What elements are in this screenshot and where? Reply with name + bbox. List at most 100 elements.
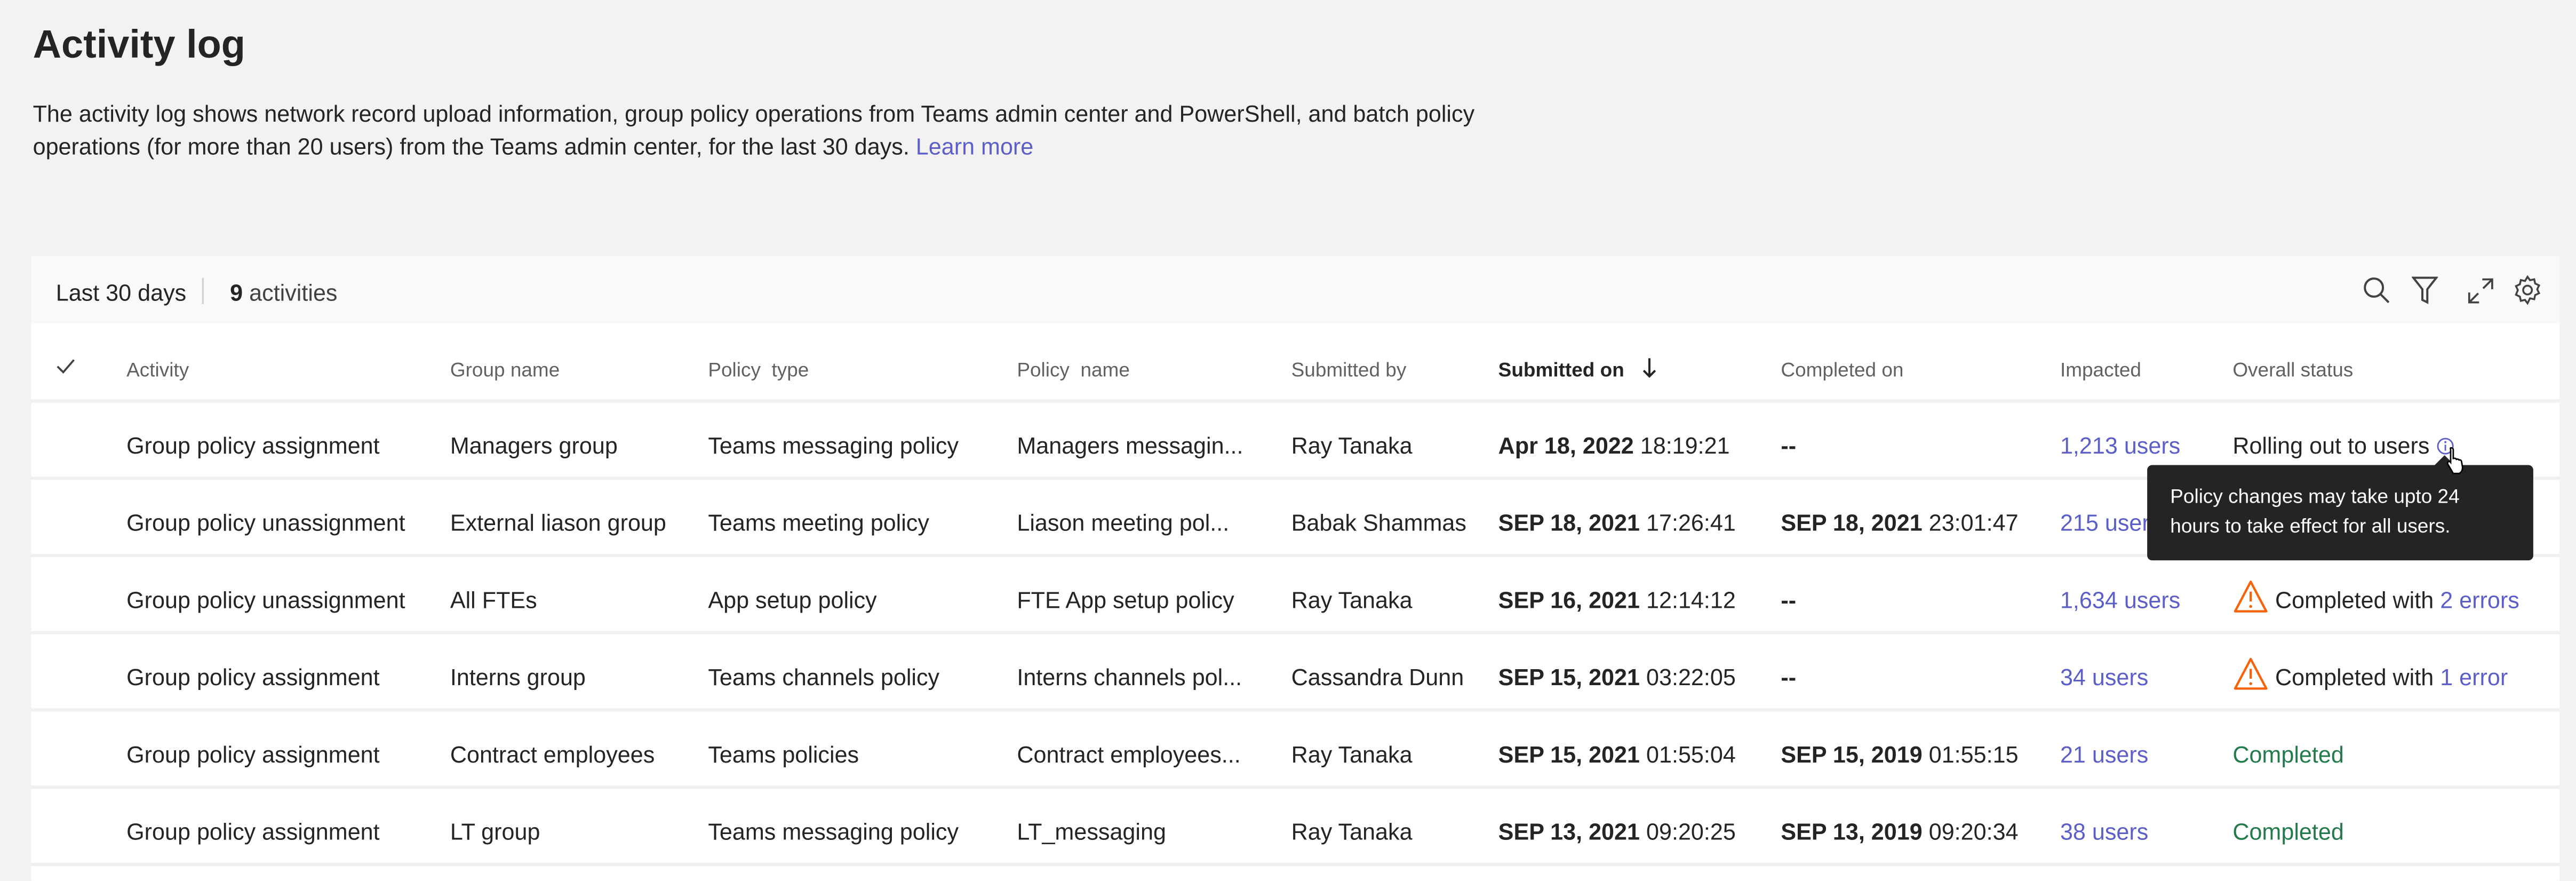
column-activity[interactable]: Activity — [126, 358, 189, 382]
cell-status: Completed — [2232, 818, 2344, 845]
date-range-filter[interactable]: Last 30 days — [55, 279, 187, 306]
status-tooltip: Policy changes may take upto 24 hours to… — [2147, 455, 2533, 561]
page-description: The activity log shows network record up… — [33, 97, 1512, 163]
activity-count-number: 9 — [230, 279, 243, 306]
cell-activity: Group policy assignment — [126, 664, 380, 690]
column-group-name[interactable]: Group name — [450, 358, 560, 382]
cell-status: Completed with 2 errors — [2232, 578, 2519, 615]
cell-submitted-by: Ray Tanaka — [1291, 586, 1413, 613]
column-impacted[interactable]: Impacted — [2060, 358, 2141, 382]
submitted-time: 12:14:12 — [1646, 586, 1736, 613]
submitted-date: SEP 15, 2021 — [1498, 741, 1640, 768]
completed-date: -- — [1781, 586, 1797, 613]
cell-policy-name: Managers messagin... — [1017, 432, 1243, 459]
impacted-users-link[interactable]: 21 users — [2060, 741, 2149, 768]
activity-count: 9 activities — [230, 280, 337, 306]
info-icon[interactable] — [2436, 437, 2454, 455]
cell-submitted-on: SEP 16, 2021 12:14:12 — [1498, 586, 1736, 613]
settings-icon[interactable] — [2512, 274, 2543, 306]
impacted-users-link[interactable]: 38 users — [2060, 818, 2149, 845]
submitted-date: Apr 18, 2022 — [1498, 432, 1634, 459]
column-completed-on[interactable]: Completed on — [1781, 358, 1904, 382]
hand-pointer-cursor-icon — [2446, 447, 2463, 474]
status-text: Completed with — [2275, 664, 2434, 690]
cell-policy-name: Interns channels pol... — [1017, 664, 1242, 690]
learn-more-link[interactable]: Learn more — [915, 133, 1034, 160]
submitted-time: 03:22:05 — [1646, 664, 1736, 690]
table-header: Activity Group name Policy type Policy n… — [31, 324, 2560, 403]
cell-submitted-by: Ray Tanaka — [1291, 741, 1413, 768]
cell-completed-on: SEP 15, 2019 01:55:15 — [1781, 741, 2018, 767]
submitted-time: 17:26:41 — [1646, 509, 1736, 536]
filter-icon[interactable] — [2411, 276, 2438, 305]
cell-completed-on: -- — [1781, 432, 1796, 458]
cell-submitted-by: Ray Tanaka — [1291, 818, 1413, 845]
cell-policy-name: Contract employees... — [1017, 741, 1241, 768]
submitted-time: 09:20:25 — [1646, 818, 1736, 845]
description-text: The activity log shows network record up… — [33, 100, 1475, 160]
cell-policy-name: LT_messaging — [1017, 818, 1166, 845]
table-row[interactable]: Group policy unassignment External liason… — [31, 480, 2560, 558]
column-policy-type[interactable]: Policy type — [708, 358, 809, 382]
status-text: Rolling out to users — [2232, 432, 2430, 459]
search-icon[interactable] — [2363, 276, 2392, 305]
activity-count-label: activities — [249, 279, 338, 306]
cell-submitted-by: Cassandra Dunn — [1291, 664, 1464, 690]
errors-link[interactable]: 1 error — [2440, 664, 2508, 690]
completed-time: 01:55:15 — [1928, 741, 2019, 768]
cell-group-name: LT group — [450, 818, 540, 845]
column-submitted-on[interactable]: Submitted on — [1498, 358, 1624, 382]
completed-date: -- — [1781, 664, 1797, 690]
cell-submitted-by: Ray Tanaka — [1291, 432, 1413, 459]
cell-group-name: External liason group — [450, 509, 666, 536]
cell-submitted-on: SEP 18, 2021 17:26:41 — [1498, 510, 1736, 536]
cell-completed-on: -- — [1781, 586, 1796, 613]
cell-submitted-on: SEP 13, 2021 09:20:25 — [1498, 819, 1736, 845]
cell-policy-type: Teams messaging policy — [708, 432, 959, 459]
completed-time: 09:20:34 — [1928, 818, 2019, 845]
table-row[interactable]: Group policy assignment Managers group Tea… — [31, 403, 2560, 480]
submitted-date: SEP 13, 2021 — [1498, 818, 1640, 845]
cell-status: Completed with 1 error — [2232, 656, 2508, 692]
cell-completed-on: SEP 13, 2019 09:20:34 — [1781, 819, 2018, 845]
submitted-time: 18:19:21 — [1640, 432, 1730, 459]
toolbar-divider — [202, 277, 204, 304]
sort-descending-arrow-icon[interactable] — [1641, 356, 1658, 379]
table-row[interactable]: Group policy assignment Interns group Team… — [31, 634, 2560, 712]
cell-policy-name: Liason meeting pol... — [1017, 509, 1230, 536]
column-submitted-by[interactable]: Submitted by — [1291, 358, 1407, 382]
cell-submitted-on: SEP 15, 2021 01:55:04 — [1498, 741, 1736, 767]
expand-icon[interactable] — [2466, 276, 2495, 305]
table-row[interactable]: Group policy unassignment All FTEs App set… — [31, 557, 2560, 634]
completed-date: -- — [1781, 432, 1797, 459]
completed-time: 23:01:47 — [1928, 509, 2019, 536]
warning-icon — [2234, 657, 2268, 690]
cell-completed-on: SEP 18, 2021 23:01:47 — [1781, 510, 2018, 536]
column-policy-name[interactable]: Policy name — [1017, 358, 1130, 382]
cell-policy-type: Teams channels policy — [708, 664, 940, 690]
completed-date: SEP 18, 2021 — [1781, 509, 1923, 536]
errors-link[interactable]: 2 errors — [2440, 586, 2519, 613]
cell-policy-name: FTE App setup policy — [1017, 586, 1234, 613]
activity-table-card: Last 30 days 9 activities Activity Group… — [31, 256, 2560, 881]
cell-submitted-by: Babak Shammas — [1291, 509, 1466, 536]
column-overall-status[interactable]: Overall status — [2232, 358, 2354, 382]
cell-group-name: Contract employees — [450, 741, 655, 768]
completed-date: SEP 15, 2019 — [1781, 741, 1923, 768]
cell-activity: Group policy assignment — [126, 432, 380, 459]
cell-status: Completed — [2232, 741, 2344, 768]
table-row[interactable]: Group policy assignment LT group Teams mes… — [31, 789, 2560, 867]
impacted-users-link[interactable]: 1,634 users — [2060, 586, 2181, 613]
table-row[interactable]: Group policy assignment Contract employee… — [31, 712, 2560, 789]
impacted-users-link[interactable]: 1,213 users — [2060, 432, 2181, 459]
cell-status: Rolling out to users — [2232, 432, 2454, 458]
cell-group-name: Interns group — [450, 664, 586, 690]
cell-policy-type: Teams meeting policy — [708, 509, 929, 536]
cell-policy-type: Teams messaging policy — [708, 818, 959, 845]
cell-group-name: Managers group — [450, 432, 618, 459]
impacted-users-link[interactable]: 215 users — [2060, 509, 2162, 536]
cell-group-name: All FTEs — [450, 586, 537, 613]
impacted-users-link[interactable]: 34 users — [2060, 664, 2149, 690]
select-all-checkmark-icon[interactable] — [56, 358, 76, 375]
table-toolbar: Last 30 days 9 activities — [31, 256, 2560, 324]
